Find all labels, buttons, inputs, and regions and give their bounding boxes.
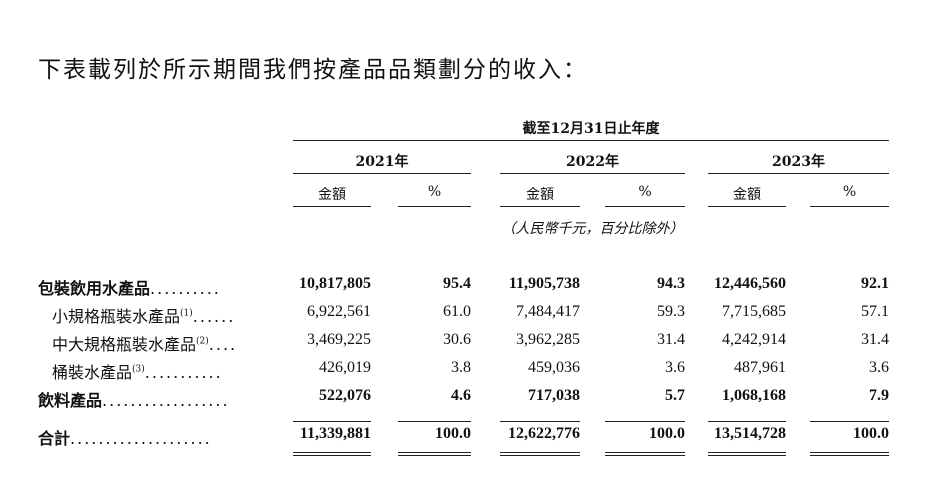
subtotal-rule [708,421,786,422]
year-2022: 2022年 [566,154,619,170]
col-rule [708,206,786,207]
table-cell: 7.9 [869,387,889,404]
row-label: 小規格瓶裝水產品(1)...... [52,303,235,327]
table-cell: 4.6 [451,387,471,404]
table-cell: 3.6 [869,359,889,376]
col-rule [810,206,889,207]
row-label-text: 中大規格瓶裝水產品 [52,335,197,354]
row-label-text: 桶裝水產品 [52,363,133,382]
table-cell: 11,905,738 [508,275,580,292]
col-rule [293,206,371,207]
subtotal-rule [500,421,580,422]
leader-dots: ...... [192,307,236,326]
subtotal-rule [293,421,371,422]
col-rule [605,206,685,207]
table-cell: 12,446,560 [714,275,786,292]
table-cell: 1,068,168 [722,387,786,404]
total-double-rule [500,452,580,456]
table-cell: 94.3 [657,275,685,292]
table-cell: 57.1 [861,303,889,320]
table-cell: 3.8 [451,359,471,376]
table-cell: 3,962,285 [516,331,580,348]
table-cell: 30.6 [443,331,471,348]
table-cell: 426,019 [319,359,371,376]
subtotal-rule [398,421,471,422]
table-cell: 459,036 [528,359,580,376]
table-cell: 10,817,805 [299,275,371,292]
pct-header-2023: % [842,184,857,200]
pct-header-2022: % [638,184,652,200]
col-rule [398,206,471,207]
year-rule-2021 [293,173,471,174]
row-label-text: 小規格瓶裝水產品 [52,307,181,326]
leader-dots: .... [208,335,238,354]
unit-note: （人民幣千元，百分比除外） [501,221,684,237]
amount-header-2023: 金額 [733,187,761,203]
amount-header-2021: 金額 [318,187,346,203]
footnote-marker: (3) [132,364,145,375]
row-label-text: 合計 [38,429,71,448]
row-label-text: 飲料產品 [38,391,103,410]
col-rule [500,206,580,207]
table-cell: 100.0 [853,425,889,442]
row-label: 飲料產品.................. [38,387,230,411]
year-rule-2023 [708,173,889,174]
table-cell: 3,469,225 [307,331,371,348]
leader-dots: .......... [150,279,221,298]
intro-text: 下表載列於所示期間我們按產品品類劃分的收入： [38,57,588,83]
table-cell: 92.1 [861,275,889,292]
table-cell: 5.7 [665,387,685,404]
period-header: 截至12月31日止年度 [522,121,660,137]
row-label: 桶裝水產品(3)........... [52,359,223,383]
subtotal-rule [810,421,889,422]
table-cell: 100.0 [435,425,471,442]
year-rule-2022 [500,173,685,174]
year-2023: 2023年 [772,154,825,170]
table-cell: 487,961 [734,359,786,376]
table-cell: 6,922,561 [307,303,371,320]
table-cell: 95.4 [443,275,471,292]
total-double-rule [605,452,685,456]
subtotal-rule [605,421,685,422]
table-cell: 7,715,685 [722,303,786,320]
row-label: 合計.................... [38,425,212,449]
table-cell: 100.0 [649,425,685,442]
table-cell: 59.3 [657,303,685,320]
table-cell: 3.6 [665,359,685,376]
table-cell: 61.0 [443,303,471,320]
amount-header-2022: 金額 [526,187,554,203]
period-rule [293,140,889,141]
total-double-rule [810,452,889,456]
footnote-marker: (2) [196,336,209,347]
table-cell: 717,038 [528,387,580,404]
total-double-rule [398,452,471,456]
leader-dots: .................. [102,391,230,410]
table-cell: 12,622,776 [508,425,580,442]
table-cell: 13,514,728 [714,425,786,442]
pct-header-2021: % [427,184,442,200]
table-cell: 522,076 [319,387,371,404]
table-cell: 31.4 [657,331,685,348]
footnote-marker: (1) [180,308,193,319]
row-label: 中大規格瓶裝水產品(2).... [52,331,237,355]
leader-dots: ........... [144,363,223,382]
table-cell: 31.4 [861,331,889,348]
row-label: 包裝飲用水產品.......... [38,275,221,299]
table-cell: 4,242,914 [722,331,786,348]
table-cell: 11,339,881 [299,425,371,442]
total-double-rule [708,452,786,456]
table-cell: 7,484,417 [516,303,580,320]
year-2021: 2021年 [355,154,409,170]
row-label-text: 包裝飲用水產品 [38,279,151,298]
leader-dots: .................... [70,429,212,448]
total-double-rule [293,452,371,456]
